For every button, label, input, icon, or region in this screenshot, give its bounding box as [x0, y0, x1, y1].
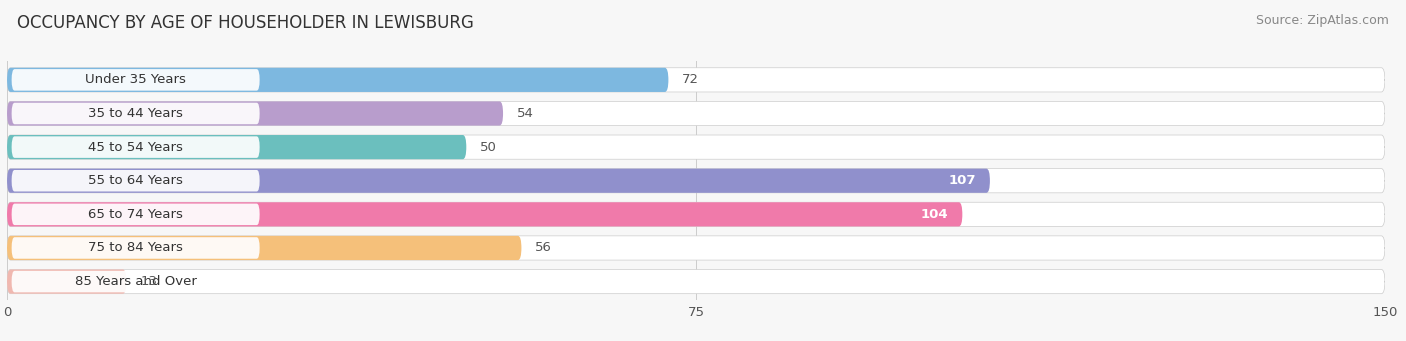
Text: Source: ZipAtlas.com: Source: ZipAtlas.com	[1256, 14, 1389, 27]
FancyBboxPatch shape	[7, 68, 1385, 92]
FancyBboxPatch shape	[7, 269, 1385, 294]
FancyBboxPatch shape	[7, 135, 467, 159]
FancyBboxPatch shape	[7, 68, 668, 92]
FancyBboxPatch shape	[7, 135, 1385, 159]
FancyBboxPatch shape	[7, 236, 522, 260]
Text: Under 35 Years: Under 35 Years	[86, 73, 186, 86]
FancyBboxPatch shape	[11, 103, 260, 124]
Text: OCCUPANCY BY AGE OF HOUSEHOLDER IN LEWISBURG: OCCUPANCY BY AGE OF HOUSEHOLDER IN LEWIS…	[17, 14, 474, 32]
Text: 85 Years and Over: 85 Years and Over	[75, 275, 197, 288]
FancyBboxPatch shape	[7, 169, 1385, 193]
FancyBboxPatch shape	[7, 169, 990, 193]
FancyBboxPatch shape	[11, 204, 260, 225]
Text: 55 to 64 Years: 55 to 64 Years	[89, 174, 183, 187]
FancyBboxPatch shape	[7, 202, 962, 226]
FancyBboxPatch shape	[11, 69, 260, 91]
Text: 65 to 74 Years: 65 to 74 Years	[89, 208, 183, 221]
Text: 56: 56	[536, 241, 553, 254]
Text: 35 to 44 Years: 35 to 44 Years	[89, 107, 183, 120]
FancyBboxPatch shape	[7, 236, 1385, 260]
Text: 104: 104	[921, 208, 949, 221]
FancyBboxPatch shape	[7, 269, 127, 294]
Text: 72: 72	[682, 73, 699, 86]
FancyBboxPatch shape	[7, 101, 1385, 125]
Text: 13: 13	[141, 275, 157, 288]
FancyBboxPatch shape	[7, 202, 1385, 226]
FancyBboxPatch shape	[11, 237, 260, 259]
Text: 50: 50	[479, 140, 496, 153]
Text: 45 to 54 Years: 45 to 54 Years	[89, 140, 183, 153]
FancyBboxPatch shape	[11, 170, 260, 192]
FancyBboxPatch shape	[7, 101, 503, 125]
Text: 107: 107	[949, 174, 976, 187]
Text: 75 to 84 Years: 75 to 84 Years	[89, 241, 183, 254]
FancyBboxPatch shape	[11, 271, 260, 292]
Text: 54: 54	[517, 107, 534, 120]
FancyBboxPatch shape	[11, 136, 260, 158]
